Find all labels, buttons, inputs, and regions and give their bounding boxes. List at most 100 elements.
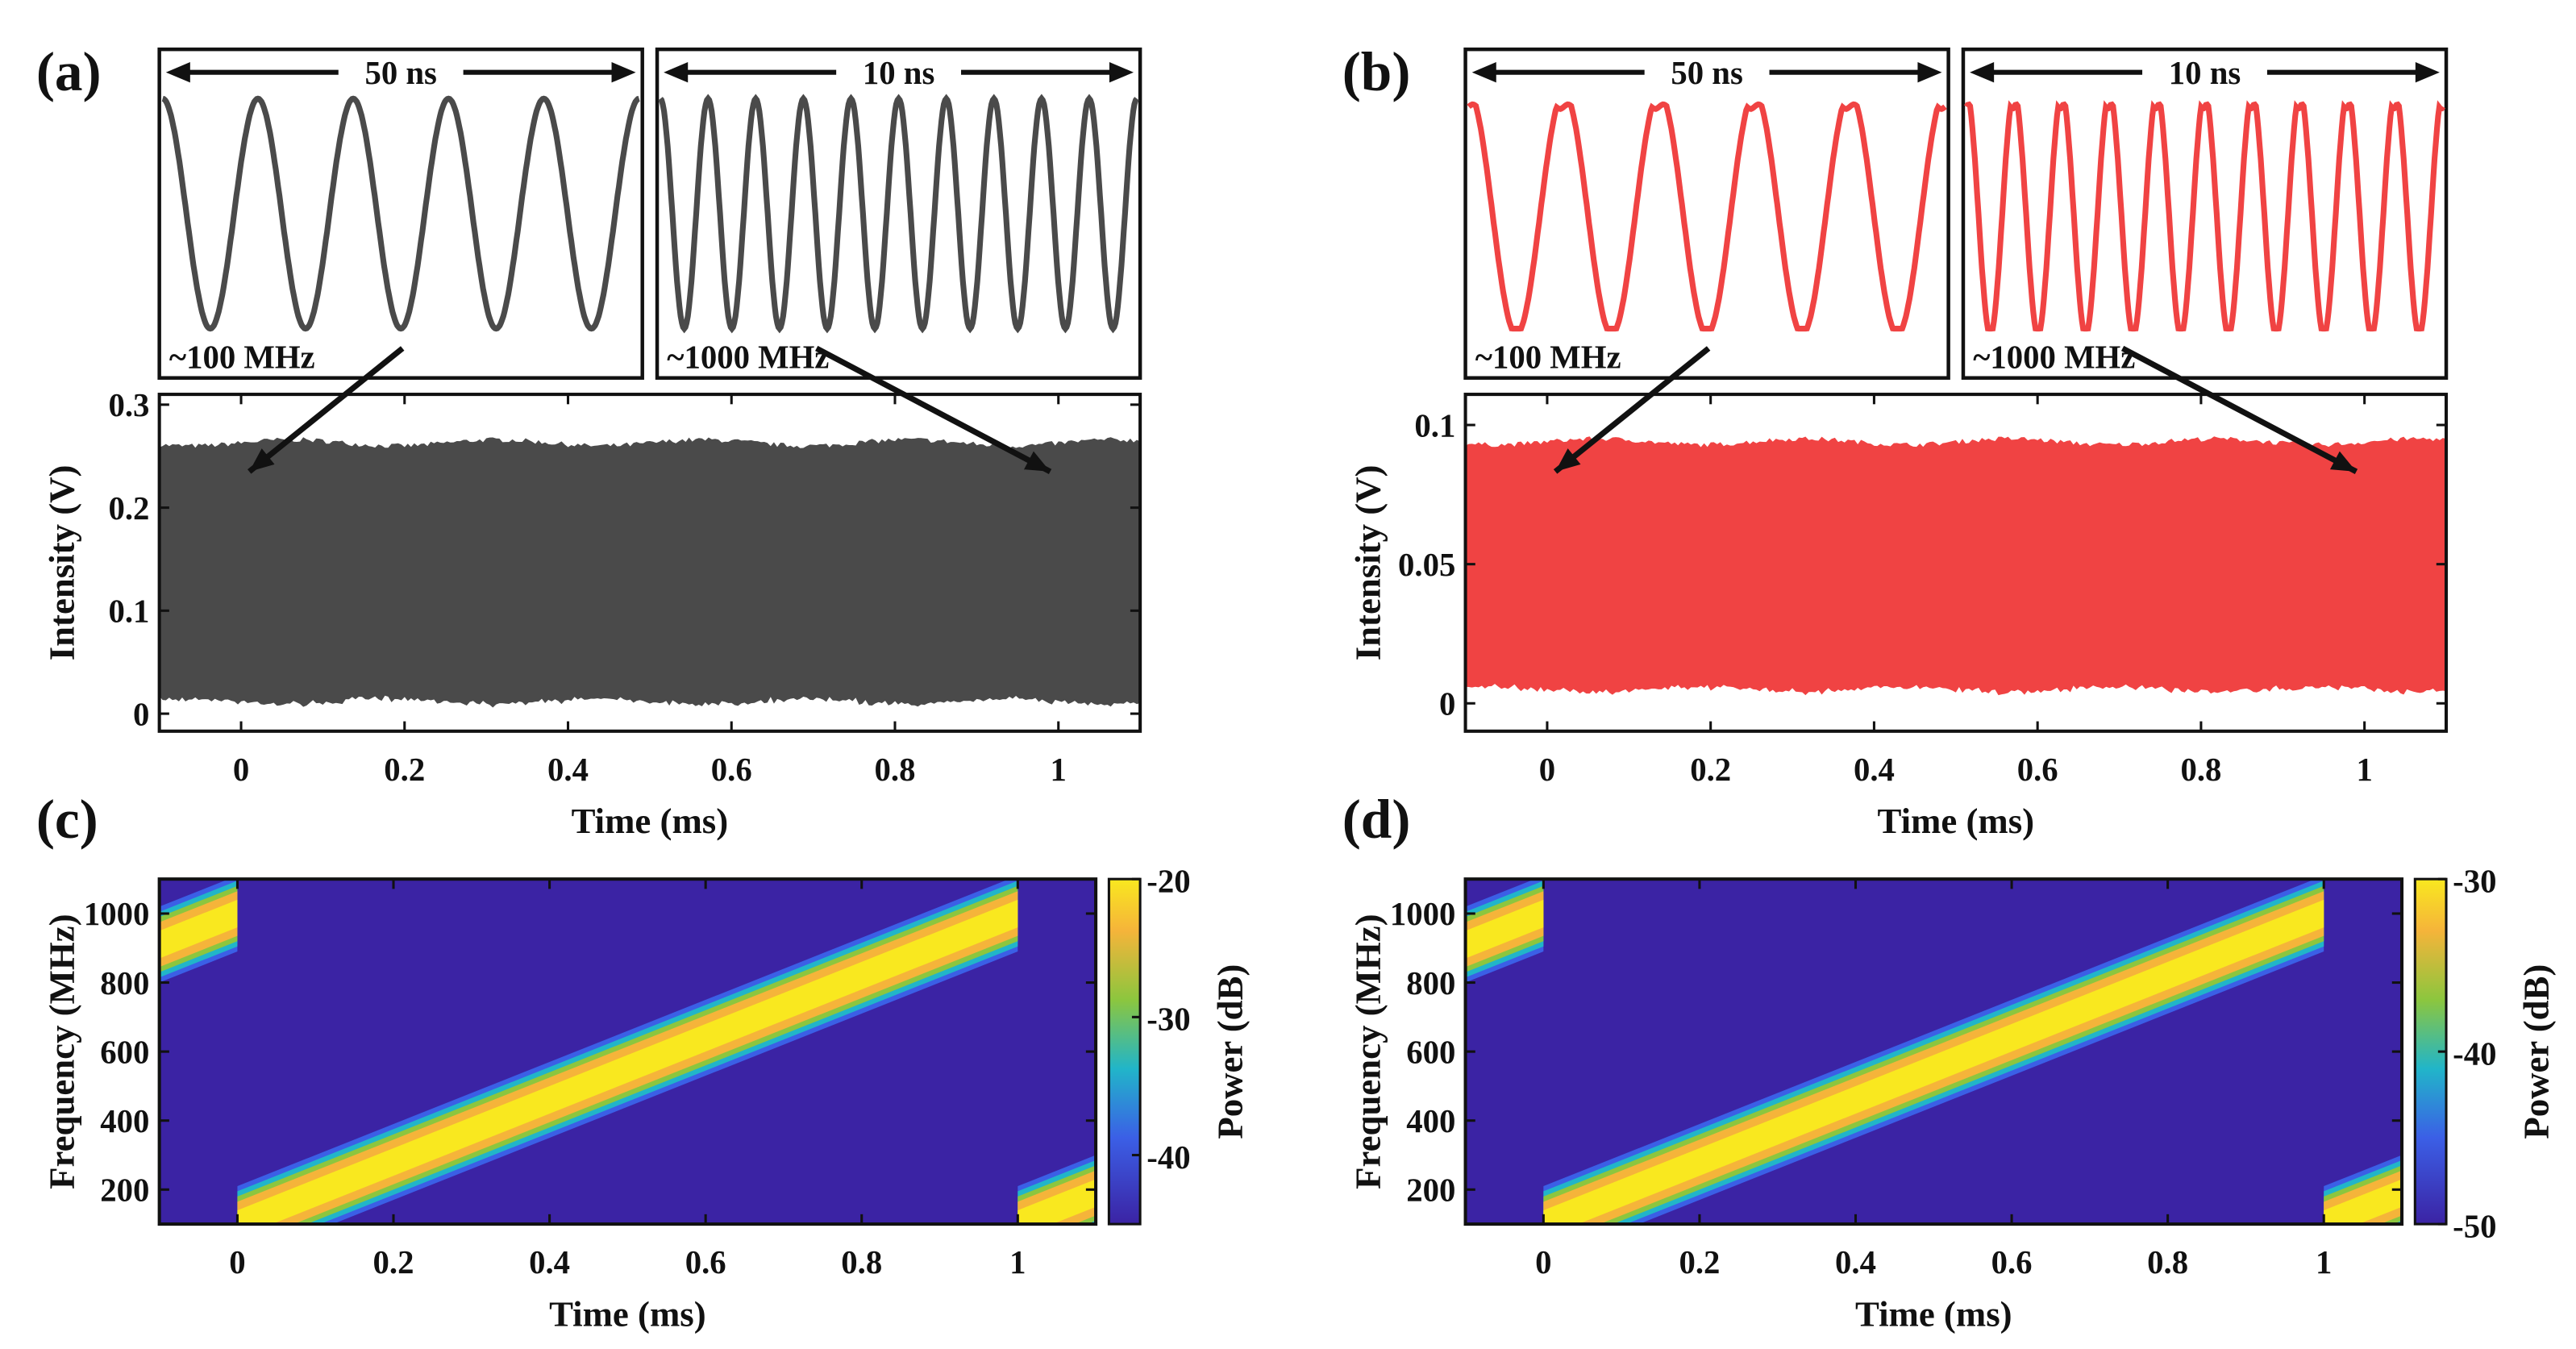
x-tick-label: 0 [1539,752,1555,788]
signal-envelope [1465,436,2447,696]
y-tick-label: 1000 [1390,896,1456,932]
arrow-head-icon [1109,62,1134,83]
chirp-band [1465,899,1544,959]
chirp-band [1017,1179,1097,1225]
y-tick-label: 400 [100,1103,149,1139]
x-tick-label: 0.2 [384,752,425,788]
x-tick-label: 1 [1051,752,1067,788]
inset-frequency-label: ~100 MHz [169,339,315,375]
y-tick-label: 0.3 [108,387,149,423]
x-tick-label: 1 [1009,1244,1026,1280]
chirp-band [1543,899,2324,1225]
chirp-band [2324,1179,2403,1225]
arrow-head-icon [249,448,275,472]
inset-frame [157,47,644,380]
inset-waveform [1964,100,2445,332]
inset-waveform [1467,101,1947,332]
y-axis-label: Frequency (MHz) [1348,914,1388,1189]
x-tick-label: 0.2 [1679,1244,1720,1280]
y-tick-label: 400 [1406,1103,1455,1139]
panel-label-a: (a) [36,40,102,102]
chirp-band [159,899,238,959]
y-tick-label: 0.1 [108,593,149,630]
arrow-head-icon [2415,62,2440,83]
y-tick-label: 0.05 [1398,547,1455,583]
arrow-head-icon [1970,62,1995,83]
inset-span-label: 50 ns [1671,55,1742,91]
inset-waveform [658,94,1139,334]
plot-frame [1463,393,2449,733]
arrow-head-icon [1917,62,1942,83]
y-tick-label: 0.2 [108,490,149,527]
panel-b-time-trace: (b) 0 0.2 0.4 0.6 0.8 1 0 0.05 0.1 Time (ms) Inten… [1342,40,2449,841]
panel-label-b: (b) [1342,40,1411,102]
y-tick-label: 0 [133,696,149,732]
colorbar-tick-label: -50 [2453,1208,2496,1244]
x-tick-label: 0 [1535,1244,1551,1280]
arrow-head-icon [611,62,636,83]
inset-frame [1463,47,1950,380]
inset-span-label: 10 ns [863,55,934,91]
panel-a-time-trace: (a) 0 0.2 0.4 0.6 0.8 1 0 0.1 0.2 0.3 Time (ms) Int… [36,40,1142,841]
x-tick-label: 0.4 [1854,752,1895,788]
plot-frame [157,393,1142,733]
colorbar-label: Power (dB) [2516,964,2556,1139]
arrow-head-icon [1024,451,1051,472]
x-axis-label: Time (ms) [1855,1293,2012,1334]
x-tick-label: 0.8 [2180,752,2221,788]
x-tick-label: 1 [2356,752,2372,788]
x-tick-label: 0.6 [1991,1244,2033,1280]
panel-label-c: (c) [36,788,98,850]
y-tick-label: 600 [100,1034,149,1070]
x-axis-label: Time (ms) [549,1293,706,1334]
pointer-arrow-line [247,346,405,474]
arrow-head-icon [165,62,190,83]
arrow-head-icon [1471,62,1496,83]
x-tick-label: 0.6 [2017,752,2058,788]
x-axis-label: Time (ms) [1878,801,2035,841]
inset-span-label: 10 ns [2169,55,2241,91]
pointer-arrow-line [2120,345,2358,475]
colorbar-tick-label: -40 [2453,1035,2496,1072]
x-tick-label: 0.2 [1690,752,1731,788]
x-tick-label: 0.4 [547,752,589,788]
y-tick-label: 200 [100,1172,149,1209]
panel-d-spectrogram: (d) 0 0.2 0.4 0.6 0.8 1 200 400 600 800 1000 Time (… [1342,788,2557,1334]
arrow-head-icon [2329,451,2357,472]
inset-frequency-label: ~1000 MHz [667,339,829,375]
arrow-head-icon [1555,448,1581,472]
pointer-arrow-line [1553,346,1711,474]
arrow-head-icon [664,62,689,83]
y-tick-label: 0.1 [1414,407,1455,443]
x-tick-label: 0.2 [373,1244,414,1280]
panel-c-spectrogram: (c) 0 0.2 0.4 0.6 0.8 1 200 400 600 800 1000 Time (… [36,788,1251,1334]
x-tick-label: 1 [2316,1244,2332,1280]
colorbar-tick-label: -20 [1147,863,1190,899]
chirp-band [237,899,1018,1225]
colorbar-tick-label: -30 [2453,863,2496,899]
signal-envelope [159,437,1141,708]
colorbar-label: Power (dB) [1209,964,1250,1139]
inset-frequency-label: ~100 MHz [1475,339,1621,375]
x-tick-label: 0.4 [1835,1244,1876,1280]
pointer-arrow-line [815,345,1052,475]
y-tick-label: 0 [1439,686,1455,722]
y-axis-label: Intensity (V) [42,465,82,661]
y-tick-label: 800 [100,965,149,1001]
y-axis-label: Intensity (V) [1348,465,1388,661]
panel-label-d: (d) [1342,788,1411,850]
x-tick-label: 0.6 [685,1244,726,1280]
colorbar [1107,877,1142,1226]
x-axis-label: Time (ms) [572,801,729,841]
y-tick-label: 600 [1406,1034,1455,1070]
x-tick-label: 0 [229,1244,245,1280]
x-tick-label: 0 [233,752,249,788]
colorbar-tick-label: -40 [1147,1139,1190,1176]
y-tick-label: 200 [1406,1172,1455,1209]
y-tick-label: 1000 [84,896,149,932]
x-tick-label: 0.6 [711,752,752,788]
y-axis-label: Frequency (MHz) [42,914,82,1189]
inset-frequency-label: ~1000 MHz [1973,339,2135,375]
colorbar-tick-label: -30 [1147,1001,1190,1038]
